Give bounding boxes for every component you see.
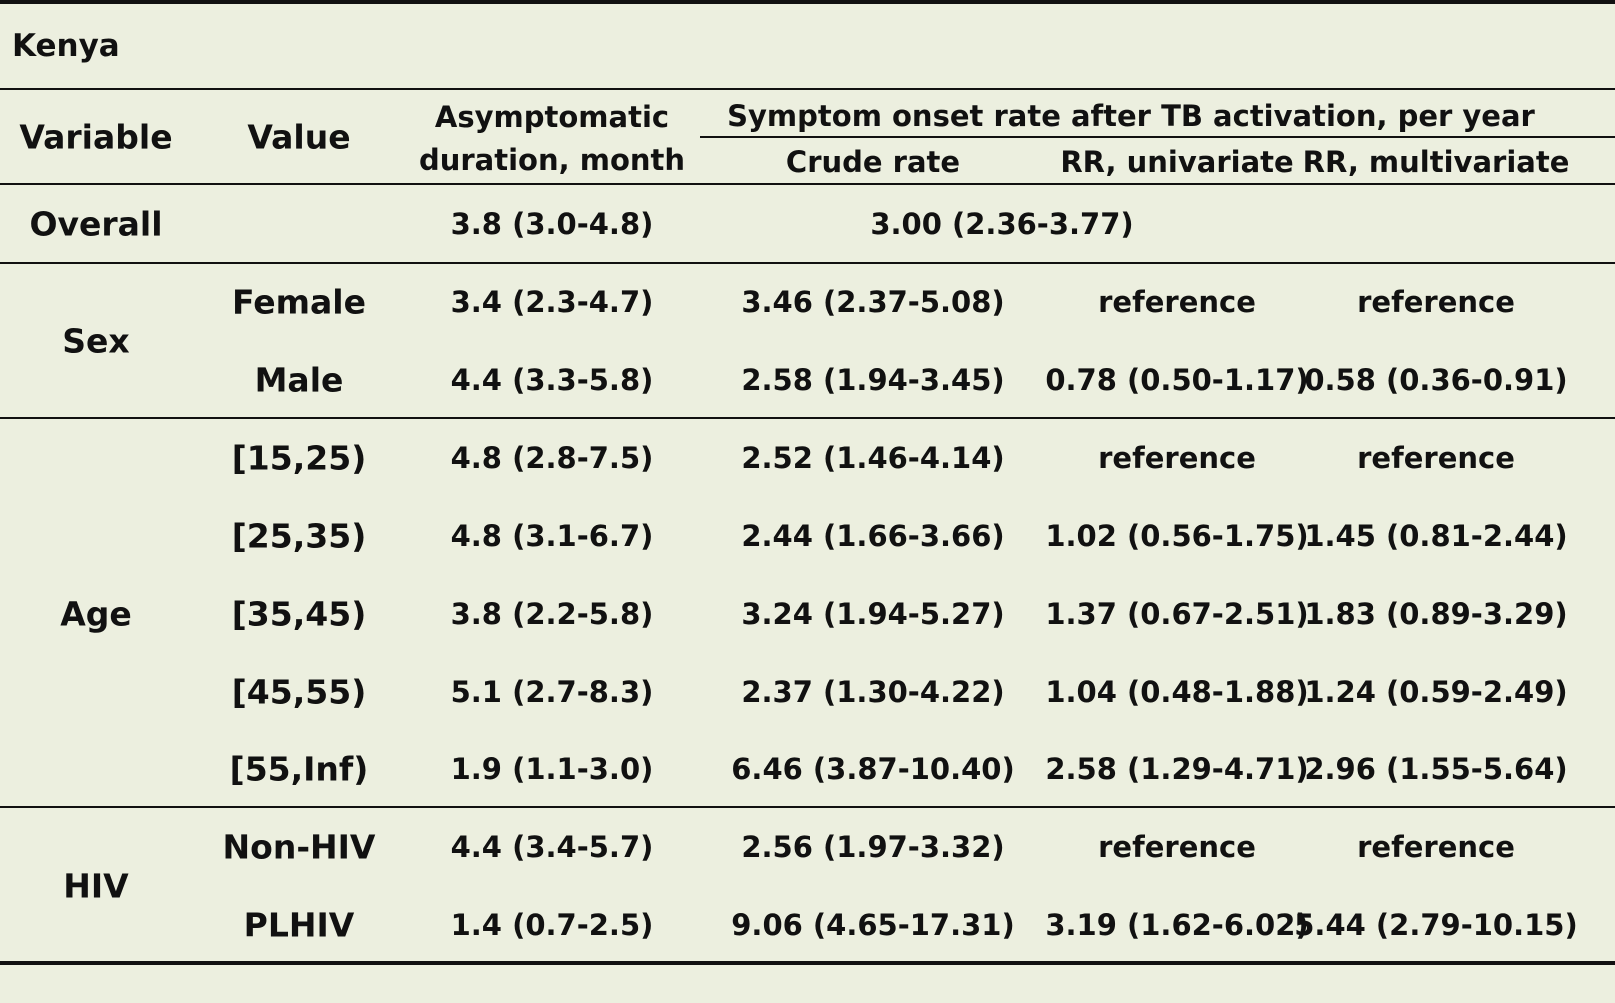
header-value: Value (247, 117, 351, 157)
rr-multi-cell: 1.83 (0.89-3.29) (1304, 597, 1568, 631)
rr-multi-cell: reference (1357, 441, 1515, 475)
crude-cell: 3.24 (1.94-5.27) (741, 597, 1005, 631)
rr-multi-cell: 2.96 (1.55-5.64) (1304, 752, 1568, 786)
asym-cell: 4.4 (3.3-5.8) (450, 363, 654, 397)
asym-cell: 4.8 (2.8-7.5) (450, 441, 654, 475)
overall-rate: 3.00 (2.36-3.77) (870, 207, 1134, 241)
sex-bottom-rule (0, 417, 1615, 419)
overall-bottom-rule (0, 262, 1615, 264)
header-crude-rate: Crude rate (785, 145, 961, 179)
asym-cell: 3.4 (2.3-4.7) (450, 285, 654, 319)
crude-cell: 2.58 (1.94-3.45) (741, 363, 1005, 397)
header-asym-line2: duration, month (418, 143, 686, 177)
variable-hiv: HIV (63, 866, 129, 906)
variable-sex: Sex (62, 321, 130, 361)
value-cell: [55,Inf) (229, 749, 369, 789)
group-header-underline (700, 136, 1615, 138)
crude-cell: 2.52 (1.46-4.14) (741, 441, 1005, 475)
value-cell: Non-HIV (222, 827, 376, 867)
rr-uni-cell: reference (1098, 830, 1256, 864)
top-rule (0, 0, 1615, 4)
header-variable: Variable (19, 117, 173, 157)
bottom-rule (0, 961, 1615, 965)
header-group: Symptom onset rate after TB activation, … (727, 99, 1535, 133)
crude-cell: 2.44 (1.66-3.66) (741, 519, 1005, 553)
crude-cell: 2.56 (1.97-3.32) (741, 830, 1005, 864)
value-cell: Female (232, 282, 366, 322)
rr-uni-cell: 1.04 (0.48-1.88) (1045, 675, 1309, 709)
value-cell: [35,45) (231, 594, 367, 634)
rr-uni-cell: 1.37 (0.67-2.51) (1045, 597, 1309, 631)
header-top-rule (0, 88, 1615, 90)
crude-cell: 6.46 (3.87-10.40) (731, 752, 1015, 786)
asym-cell: 1.4 (0.7-2.5) (450, 908, 654, 942)
rr-multi-cell: 5.44 (2.79-10.15) (1294, 908, 1578, 942)
value-cell: [45,55) (231, 672, 367, 712)
header-asym-line1: Asymptomatic (434, 100, 670, 134)
asym-cell: 1.9 (1.1-3.0) (450, 752, 654, 786)
value-cell: [15,25) (231, 438, 367, 478)
rr-uni-cell: reference (1098, 285, 1256, 319)
age-bottom-rule (0, 806, 1615, 808)
rr-multi-cell: reference (1357, 285, 1515, 319)
header-rr-univariate: RR, univariate (1060, 145, 1294, 179)
variable-age: Age (60, 594, 132, 634)
rr-uni-cell: 3.19 (1.62-6.02) (1045, 908, 1309, 942)
table-title: Kenya (12, 28, 120, 64)
rr-uni-cell: 0.78 (0.50-1.17) (1045, 363, 1309, 397)
header-rr-multivariate: RR, multivariate (1302, 145, 1570, 179)
value-cell: Male (254, 360, 344, 400)
asym-cell: 4.4 (3.4-5.7) (450, 830, 654, 864)
overall-label: Overall (29, 204, 163, 244)
crude-cell: 9.06 (4.65-17.31) (731, 908, 1015, 942)
rr-multi-cell: 0.58 (0.36-0.91) (1304, 363, 1568, 397)
rr-uni-cell: 1.02 (0.56-1.75) (1045, 519, 1309, 553)
asym-cell: 5.1 (2.7-8.3) (450, 675, 654, 709)
value-cell: [25,35) (231, 516, 367, 556)
value-cell: PLHIV (243, 905, 355, 945)
rr-uni-cell: 2.58 (1.29-4.71) (1045, 752, 1309, 786)
rr-multi-cell: reference (1357, 830, 1515, 864)
rr-multi-cell: 1.24 (0.59-2.49) (1304, 675, 1568, 709)
crude-cell: 3.46 (2.37-5.08) (741, 285, 1005, 319)
header-bottom-rule (0, 183, 1615, 185)
asym-cell: 3.8 (2.2-5.8) (450, 597, 654, 631)
rr-multi-cell: 1.45 (0.81-2.44) (1304, 519, 1568, 553)
asym-cell: 4.8 (3.1-6.7) (450, 519, 654, 553)
crude-cell: 2.37 (1.30-4.22) (741, 675, 1005, 709)
rr-uni-cell: reference (1098, 441, 1256, 475)
overall-asym: 3.8 (3.0-4.8) (450, 207, 654, 241)
